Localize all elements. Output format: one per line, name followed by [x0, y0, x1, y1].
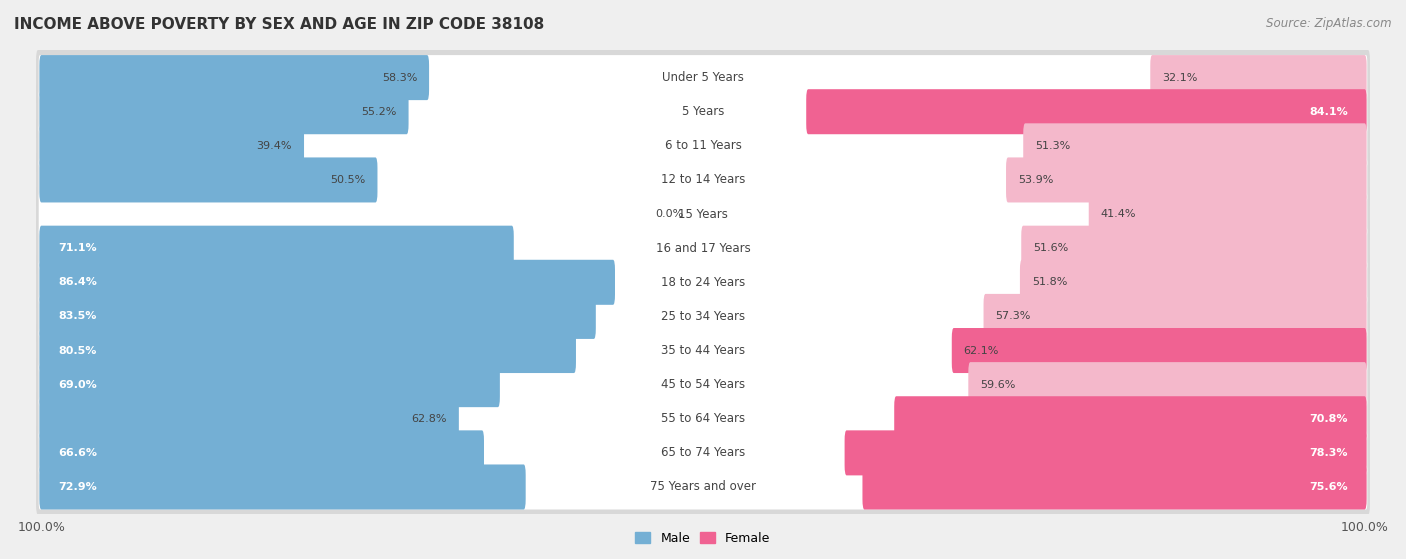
FancyBboxPatch shape [894, 396, 1367, 441]
FancyBboxPatch shape [37, 391, 1369, 447]
FancyBboxPatch shape [39, 430, 484, 475]
Text: 75.6%: 75.6% [1309, 482, 1348, 492]
Text: Source: ZipAtlas.com: Source: ZipAtlas.com [1267, 17, 1392, 30]
FancyBboxPatch shape [952, 328, 1367, 373]
FancyBboxPatch shape [39, 294, 596, 339]
Text: 25 to 34 Years: 25 to 34 Years [661, 310, 745, 323]
Text: 39.4%: 39.4% [257, 141, 292, 151]
FancyBboxPatch shape [39, 158, 377, 202]
Text: 78.3%: 78.3% [1309, 448, 1348, 458]
FancyBboxPatch shape [39, 192, 1367, 236]
Text: 50.5%: 50.5% [330, 175, 366, 185]
Text: 75 Years and over: 75 Years and over [650, 481, 756, 494]
FancyBboxPatch shape [39, 294, 1367, 339]
Text: 53.9%: 53.9% [1018, 175, 1053, 185]
Text: 57.3%: 57.3% [995, 311, 1031, 321]
Text: 83.5%: 83.5% [58, 311, 96, 321]
Text: 5 Years: 5 Years [682, 105, 724, 118]
Text: 62.8%: 62.8% [412, 414, 447, 424]
FancyBboxPatch shape [37, 459, 1369, 515]
Text: 58.3%: 58.3% [382, 73, 418, 83]
Text: 51.6%: 51.6% [1033, 243, 1069, 253]
FancyBboxPatch shape [969, 362, 1367, 407]
Text: 12 to 14 Years: 12 to 14 Years [661, 173, 745, 187]
Text: 65 to 74 Years: 65 to 74 Years [661, 447, 745, 459]
FancyBboxPatch shape [39, 430, 1367, 475]
FancyBboxPatch shape [1088, 192, 1367, 236]
FancyBboxPatch shape [806, 89, 1367, 134]
FancyBboxPatch shape [1150, 55, 1367, 100]
Text: 69.0%: 69.0% [58, 380, 97, 390]
FancyBboxPatch shape [39, 158, 1367, 202]
FancyBboxPatch shape [37, 187, 1369, 241]
FancyBboxPatch shape [39, 260, 1367, 305]
FancyBboxPatch shape [39, 89, 409, 134]
FancyBboxPatch shape [39, 55, 429, 100]
Text: INCOME ABOVE POVERTY BY SEX AND AGE IN ZIP CODE 38108: INCOME ABOVE POVERTY BY SEX AND AGE IN Z… [14, 17, 544, 32]
Text: 80.5%: 80.5% [58, 345, 96, 356]
Text: 70.8%: 70.8% [1309, 414, 1348, 424]
FancyBboxPatch shape [39, 362, 1367, 407]
FancyBboxPatch shape [39, 465, 526, 509]
FancyBboxPatch shape [39, 226, 513, 271]
FancyBboxPatch shape [1007, 158, 1367, 202]
Text: 51.8%: 51.8% [1032, 277, 1067, 287]
FancyBboxPatch shape [39, 362, 501, 407]
FancyBboxPatch shape [37, 255, 1369, 310]
FancyBboxPatch shape [862, 465, 1367, 509]
FancyBboxPatch shape [1021, 226, 1367, 271]
FancyBboxPatch shape [984, 294, 1367, 339]
Text: 15 Years: 15 Years [678, 207, 728, 221]
FancyBboxPatch shape [845, 430, 1367, 475]
FancyBboxPatch shape [37, 425, 1369, 481]
Text: 71.1%: 71.1% [58, 243, 97, 253]
FancyBboxPatch shape [37, 118, 1369, 173]
Text: 86.4%: 86.4% [58, 277, 97, 287]
FancyBboxPatch shape [39, 465, 1367, 509]
FancyBboxPatch shape [39, 226, 1367, 271]
FancyBboxPatch shape [39, 55, 1367, 100]
Text: 72.9%: 72.9% [58, 482, 97, 492]
FancyBboxPatch shape [37, 323, 1369, 378]
Text: 55 to 64 Years: 55 to 64 Years [661, 412, 745, 425]
FancyBboxPatch shape [39, 396, 1367, 441]
FancyBboxPatch shape [39, 328, 576, 373]
Text: 41.4%: 41.4% [1101, 209, 1136, 219]
FancyBboxPatch shape [37, 50, 1369, 105]
Text: 16 and 17 Years: 16 and 17 Years [655, 241, 751, 255]
Text: 84.1%: 84.1% [1309, 107, 1348, 117]
Text: 32.1%: 32.1% [1163, 73, 1198, 83]
FancyBboxPatch shape [39, 328, 1367, 373]
FancyBboxPatch shape [39, 396, 458, 441]
Text: 18 to 24 Years: 18 to 24 Years [661, 276, 745, 289]
Text: 45 to 54 Years: 45 to 54 Years [661, 378, 745, 391]
FancyBboxPatch shape [39, 260, 614, 305]
FancyBboxPatch shape [1024, 124, 1367, 168]
FancyBboxPatch shape [37, 357, 1369, 413]
Text: Under 5 Years: Under 5 Years [662, 71, 744, 84]
Text: 0.0%: 0.0% [655, 209, 683, 219]
Legend: Male, Female: Male, Female [630, 527, 776, 550]
Text: 6 to 11 Years: 6 to 11 Years [665, 139, 741, 153]
FancyBboxPatch shape [39, 124, 1367, 168]
FancyBboxPatch shape [39, 124, 304, 168]
Text: 51.3%: 51.3% [1035, 141, 1070, 151]
FancyBboxPatch shape [37, 289, 1369, 344]
Text: 62.1%: 62.1% [963, 345, 1000, 356]
Text: 55.2%: 55.2% [361, 107, 396, 117]
FancyBboxPatch shape [37, 84, 1369, 139]
FancyBboxPatch shape [37, 152, 1369, 207]
Text: 35 to 44 Years: 35 to 44 Years [661, 344, 745, 357]
Text: 59.6%: 59.6% [980, 380, 1015, 390]
FancyBboxPatch shape [39, 89, 1367, 134]
Text: 66.6%: 66.6% [58, 448, 97, 458]
FancyBboxPatch shape [37, 221, 1369, 276]
FancyBboxPatch shape [1019, 260, 1367, 305]
